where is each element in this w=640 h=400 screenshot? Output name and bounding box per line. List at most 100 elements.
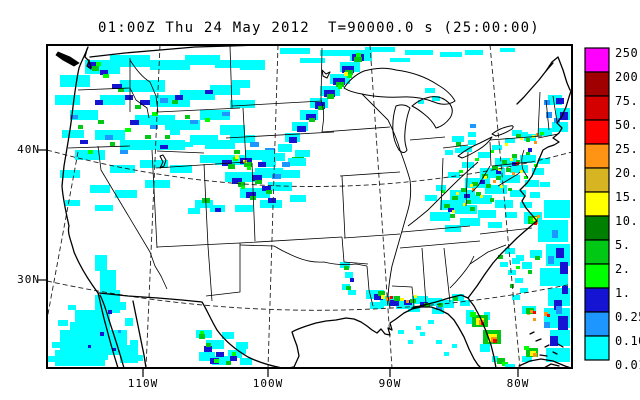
precip-cell: [520, 155, 536, 163]
lon-axis-label: 110W: [127, 377, 159, 390]
precip-cell: [560, 262, 568, 274]
precip-cell: [262, 160, 276, 167]
precip-cell: [470, 207, 475, 211]
precip-cell: [512, 154, 517, 158]
lake-erie: [457, 136, 493, 159]
precip-cell: [544, 100, 550, 105]
precip-cell: [470, 184, 473, 187]
precip-cell: [225, 172, 257, 182]
precip-cell: [92, 66, 99, 71]
precip-cell: [505, 143, 508, 146]
precip-cell: [445, 150, 453, 155]
precip-cell: [327, 94, 334, 99]
colorbar-box: [584, 47, 610, 73]
precip-cell: [155, 140, 185, 150]
precip-cell: [160, 98, 168, 103]
precip-cell: [562, 286, 568, 294]
precip-cell: [486, 184, 491, 188]
precip-cell: [424, 303, 430, 307]
precip-cell: [222, 332, 234, 339]
us-mexico-border: [98, 292, 295, 368]
precip-cell: [546, 112, 552, 118]
precip-cell: [288, 158, 306, 166]
precip-cell: [95, 255, 107, 271]
florida-east-coastline: [411, 294, 497, 368]
precip-cell: [456, 192, 459, 195]
precip-cell: [100, 70, 108, 75]
colorbar-box: [584, 215, 610, 241]
precip-cell: [459, 170, 463, 173]
precip-cell: [484, 176, 487, 179]
precip-cell: [300, 58, 325, 63]
lake-michigan: [392, 104, 411, 153]
precip-cell: [338, 85, 342, 89]
map-frame: [46, 44, 573, 369]
precip-cell: [205, 90, 213, 94]
precip-cell: [440, 200, 465, 210]
precip-cell: [390, 296, 393, 299]
precip-cell: [95, 205, 113, 211]
precip-cell: [234, 150, 240, 154]
precip-cell: [145, 180, 170, 188]
precip-cell: [470, 124, 476, 128]
precip-cell: [70, 110, 98, 120]
precip-cell: [546, 348, 570, 362]
colorbar-label: 1.: [615, 286, 630, 300]
lake-superior: [343, 67, 456, 105]
atlantic-coastline: [467, 87, 572, 299]
precip-cell: [200, 155, 220, 163]
precip-cell: [90, 185, 110, 193]
precip-cell: [460, 300, 470, 306]
great-lakes: [159, 67, 514, 169]
colorbar-label: 0.25: [615, 310, 640, 324]
precip-cell: [512, 130, 522, 136]
precip-cell: [538, 158, 550, 164]
colorbar-box: [584, 167, 610, 193]
great-salt-lake: [159, 154, 167, 169]
precip-cell: [152, 112, 158, 116]
precip-cell: [348, 290, 356, 295]
precip-cell: [400, 298, 404, 301]
precip-cell: [495, 200, 513, 208]
precip-cell: [500, 48, 515, 52]
lon-axis-label: 100W: [252, 377, 284, 390]
colorbar-label: 0.10: [615, 334, 640, 348]
precip-cell: [230, 356, 237, 361]
colorbar-label: 200.: [615, 70, 640, 84]
precip-cell: [520, 288, 528, 293]
precip-cell: [244, 162, 252, 167]
precip-cell: [496, 170, 501, 174]
precip-cell: [432, 308, 444, 314]
precip-cell: [528, 270, 532, 274]
precip-cell: [544, 312, 548, 316]
precip-cell: [440, 52, 462, 57]
precip-cell: [214, 359, 219, 363]
precip-cell: [378, 291, 385, 296]
precip-cell: [295, 150, 310, 157]
precip-cell: [560, 112, 568, 120]
precip-cell: [185, 55, 220, 65]
precip-cell: [78, 125, 83, 129]
precip-cell: [112, 290, 120, 296]
precip-cell: [342, 66, 354, 73]
precip-cell: [315, 102, 325, 109]
precip-cell: [381, 295, 385, 299]
precip-cell: [188, 208, 200, 214]
precip-cell: [215, 60, 240, 68]
precip-cell: [55, 95, 80, 105]
precip-cell: [556, 98, 564, 104]
precip-cell: [554, 300, 562, 310]
precip-cell: [547, 314, 550, 317]
precip-cell: [268, 182, 292, 191]
precip-cell: [533, 311, 536, 314]
precip-cell: [247, 166, 251, 170]
precip-cell: [496, 176, 501, 180]
precip-cell: [347, 74, 352, 78]
precip-cell: [120, 80, 165, 92]
gridline-100w: [267, 45, 279, 368]
precip-cell: [240, 358, 252, 365]
precip-cell: [216, 352, 224, 357]
precip-cell: [365, 47, 395, 52]
precip-cell: [525, 180, 539, 187]
precip-cell: [245, 150, 275, 160]
